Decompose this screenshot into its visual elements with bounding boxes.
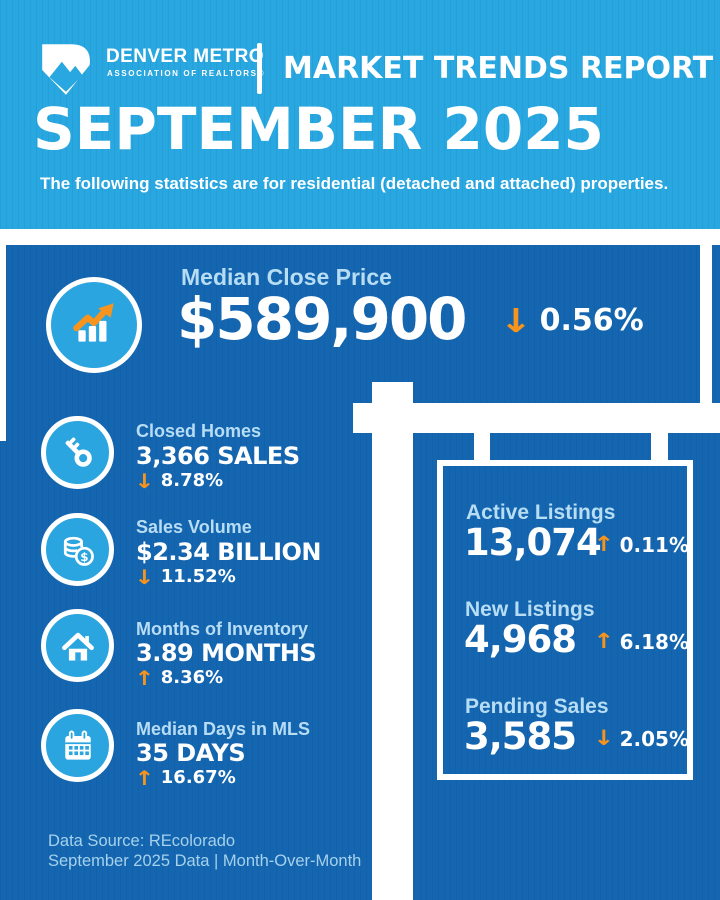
key-icon	[65, 436, 92, 467]
up-arrow-icon: ↑	[134, 766, 155, 790]
report-title: MARKET TRENDS REPORT	[283, 51, 714, 86]
calendar-icon-circle	[41, 709, 114, 782]
panel-left-margin	[0, 245, 6, 441]
stat-value: 3,366 SALES	[136, 442, 300, 470]
sign-stat-label: Active Listings	[466, 501, 616, 524]
data-period-line: September 2025 Data | Month-Over-Month	[48, 852, 362, 870]
sign-stat-value: 13,074	[464, 521, 602, 564]
sign-post-crossbar	[353, 403, 720, 433]
calendar-icon	[64, 730, 91, 760]
header-band: DENVER METRO ASSOCIATION OF REALTORS® MA…	[0, 0, 720, 229]
brand-tagline: ASSOCIATION OF REALTORS®	[107, 69, 266, 78]
sign-stat-value: 3,585	[464, 715, 577, 758]
stat-label: Median Days in MLS	[136, 719, 311, 739]
sign-stat-change: ↑ 0.11%	[593, 532, 689, 557]
stat-value: 35 DAYS	[136, 739, 246, 767]
svg-text:$: $	[80, 549, 88, 563]
sign-change-percent: 0.11%	[619, 532, 689, 557]
report-subtitle: The following statistics are for residen…	[40, 174, 669, 193]
brand-name: DENVER METRO	[106, 46, 264, 67]
down-arrow-icon: ↓	[499, 301, 533, 340]
down-arrow-icon: ↓	[134, 469, 155, 493]
up-arrow-icon: ↑	[593, 629, 615, 653]
stat-value: 3.89 MONTHS	[136, 639, 317, 667]
stat-change: ↓ 8.78%	[134, 469, 224, 493]
stat-change: ↓ 11.52%	[134, 565, 236, 589]
hero-stat-label: Median Close Price	[181, 264, 392, 290]
stat-change-percent: 16.67%	[160, 767, 236, 788]
data-source-line: Data Source: REcolorado	[48, 832, 236, 850]
sign-stat-label: New Listings	[465, 598, 595, 621]
sign-hanger-left	[474, 431, 490, 462]
month-title: SEPTEMBER 2025	[33, 95, 604, 163]
sign-stat-label: Pending Sales	[465, 695, 609, 718]
sign-stat-value: 4,968	[464, 618, 577, 661]
trend-chart-icon	[73, 303, 114, 342]
sign-post	[372, 382, 413, 900]
sign-change-percent: 2.05%	[619, 726, 689, 751]
stat-change: ↑ 8.36%	[134, 666, 224, 690]
hero-stat-change: ↓ 0.56%	[499, 301, 644, 340]
panel-right-margin	[700, 245, 712, 403]
coins-icon-circle: $	[41, 513, 114, 586]
house-icon-circle	[41, 609, 114, 682]
header-divider	[257, 43, 262, 94]
stat-change-percent: 8.36%	[160, 667, 224, 688]
stat-change-percent: 11.52%	[160, 566, 236, 587]
sign-change-percent: 6.18%	[619, 629, 689, 654]
up-arrow-icon: ↑	[593, 532, 615, 556]
house-icon	[61, 632, 94, 661]
key-icon-circle	[41, 416, 114, 489]
stat-change-percent: 8.78%	[160, 470, 224, 491]
stat-label: Sales Volume	[136, 517, 252, 537]
down-arrow-icon: ↓	[134, 565, 155, 589]
stat-label: Closed Homes	[136, 421, 262, 441]
listings-sign: Active Listings 13,074 ↑ 0.11% New Listi…	[437, 460, 693, 780]
down-arrow-icon: ↓	[593, 726, 615, 750]
dmar-logo-icon	[42, 44, 90, 95]
trend-chart-icon-circle	[46, 277, 142, 373]
hero-change-percent: 0.56%	[539, 302, 644, 338]
sign-hanger-right	[651, 431, 668, 462]
sign-stat-change: ↑ 6.18%	[593, 629, 689, 654]
up-arrow-icon: ↑	[134, 666, 155, 690]
stat-value: $2.34 BILLION	[136, 538, 322, 566]
coins-icon: $	[63, 536, 94, 566]
hero-stat-value: $589,900	[177, 285, 468, 353]
stat-change: ↑ 16.67%	[134, 766, 236, 790]
sign-stat-change: ↓ 2.05%	[593, 726, 689, 751]
stat-label: Months of Inventory	[136, 619, 308, 639]
